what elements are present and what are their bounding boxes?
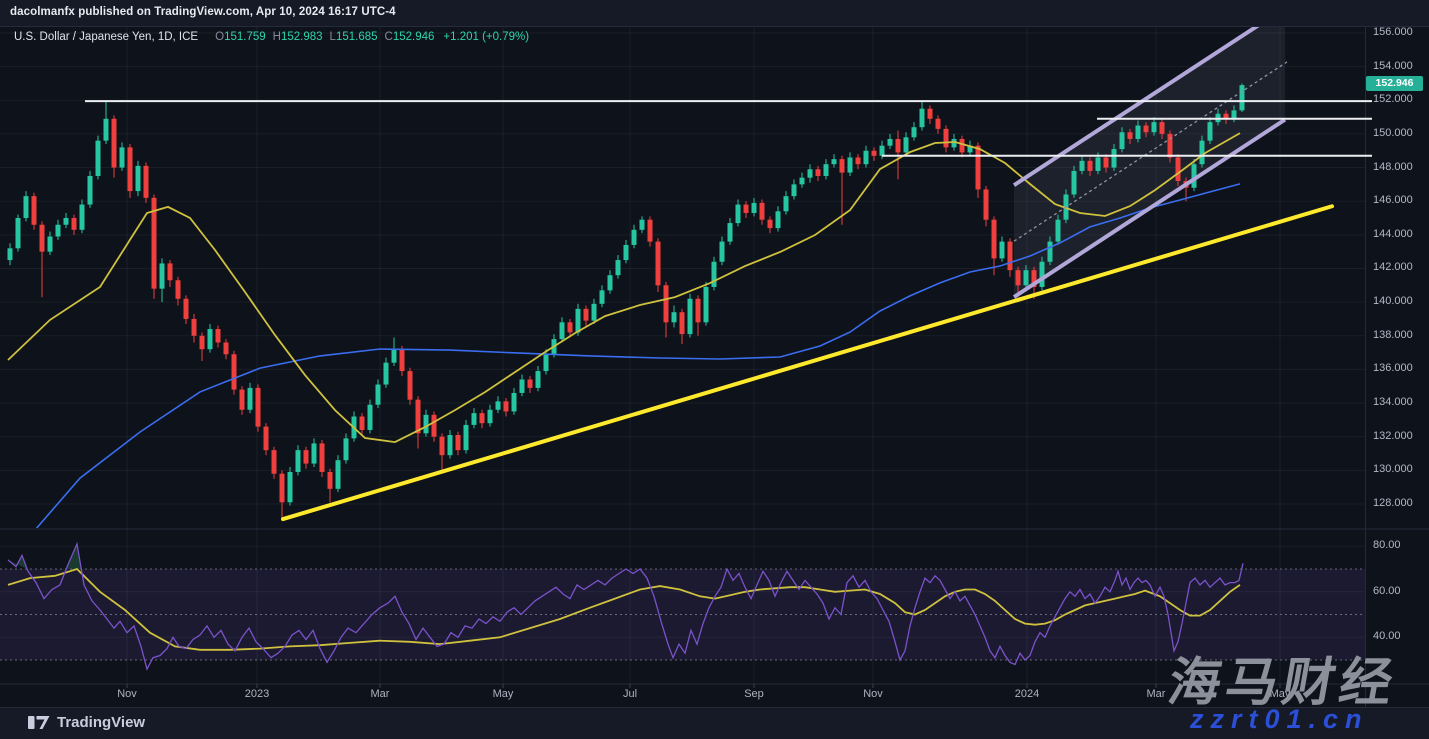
- rsi-line: [7, 541, 1244, 671]
- last-price-label: 152.946: [1366, 76, 1423, 92]
- rsi-ma-line: [7, 567, 1241, 651]
- rsi-overbought-fill: [8, 555, 28, 569]
- price-tick: 144.000: [1373, 227, 1413, 240]
- ohlc-key: C: [384, 31, 393, 43]
- price-tick: 148.000: [1373, 160, 1413, 173]
- grid: [0, 27, 1365, 684]
- ohlc-key: H: [272, 31, 281, 43]
- chart-legend[interactable]: U.S. Dollar / Japanese Yen, 1D, ICE O151.…: [14, 31, 529, 43]
- ohlc-value: 152.983: [280, 31, 323, 43]
- time-label: Mar: [1146, 688, 1166, 700]
- ohlc-key: L: [329, 31, 336, 43]
- chart-canvas[interactable]: [0, 27, 1429, 707]
- rsi-band: [0, 569, 1365, 660]
- channel-upper-line: [1012, 27, 1260, 187]
- time-label: May: [492, 688, 514, 700]
- ohlc-value: 152.946: [392, 31, 435, 43]
- ohlc-values: O151.759 H152.983 L151.685 C152.946: [208, 31, 434, 43]
- price-axis[interactable]: [1365, 27, 1429, 707]
- tradingview-logo-text: TradingView: [57, 714, 146, 731]
- ohlc-key: O: [215, 31, 225, 43]
- time-label: May: [1269, 688, 1291, 700]
- time-label: Mar: [370, 688, 390, 700]
- price-tick: 140.000: [1373, 295, 1413, 308]
- watermark-url: zzrt01.cn: [1190, 704, 1369, 734]
- ma-200-line: [35, 183, 1241, 528]
- footer-bar: [0, 707, 1429, 739]
- ohlc-value: 151.759: [224, 31, 266, 43]
- time-label: Jul: [622, 688, 638, 700]
- time-axis[interactable]: Nov 2023 Mar May Jul Sep Nov 2024 Mar May: [0, 685, 1365, 705]
- trend-channel-fill: [1014, 27, 1285, 298]
- main-pane[interactable]: [7, 27, 1334, 530]
- price-tick: 154.000: [1373, 59, 1413, 72]
- price-tick: 142.000: [1373, 261, 1413, 274]
- price-tick: 128.000: [1373, 496, 1413, 509]
- time-label: Nov: [863, 688, 883, 700]
- price-tick: 152.000: [1373, 93, 1413, 106]
- rsi-tick: 80.00: [1373, 539, 1401, 552]
- tradingview-logo[interactable]: TradingView: [28, 714, 145, 731]
- publication-title: dacolmanfx published on TradingView.com,…: [10, 6, 396, 18]
- ohlc-value: 151.685: [335, 31, 378, 43]
- price-tick: 130.000: [1373, 463, 1413, 476]
- candlesticks: [7, 83, 1245, 518]
- channel-mid-line: [1013, 61, 1288, 242]
- price-tick: 132.000: [1373, 429, 1413, 442]
- support-trendline: [281, 204, 1334, 522]
- time-label: 2023: [244, 688, 270, 700]
- ma-50-line: [7, 132, 1241, 444]
- price-tick: 150.000: [1373, 126, 1413, 139]
- time-label: Sep: [744, 688, 764, 700]
- price-tick: 136.000: [1373, 362, 1413, 375]
- tradingview-logo-icon: [28, 716, 50, 729]
- price-tick: 134.000: [1373, 396, 1413, 409]
- price-tick: 138.000: [1373, 328, 1413, 341]
- rsi-pane[interactable]: [0, 541, 1365, 671]
- rsi-tick: 60.00: [1373, 584, 1401, 597]
- change-value: +1.201 (+0.79%): [443, 31, 530, 43]
- channel-lower-line: [1012, 117, 1287, 299]
- time-label: 2024: [1014, 688, 1040, 700]
- symbol-title[interactable]: U.S. Dollar / Japanese Yen, 1D, ICE: [14, 31, 199, 43]
- price-tick: 156.000: [1373, 26, 1413, 38]
- time-label: Nov: [117, 688, 137, 700]
- publication-header: dacolmanfx published on TradingView.com,…: [0, 0, 1429, 27]
- rsi-tick: 40.00: [1373, 630, 1401, 643]
- price-tick: 146.000: [1373, 194, 1413, 207]
